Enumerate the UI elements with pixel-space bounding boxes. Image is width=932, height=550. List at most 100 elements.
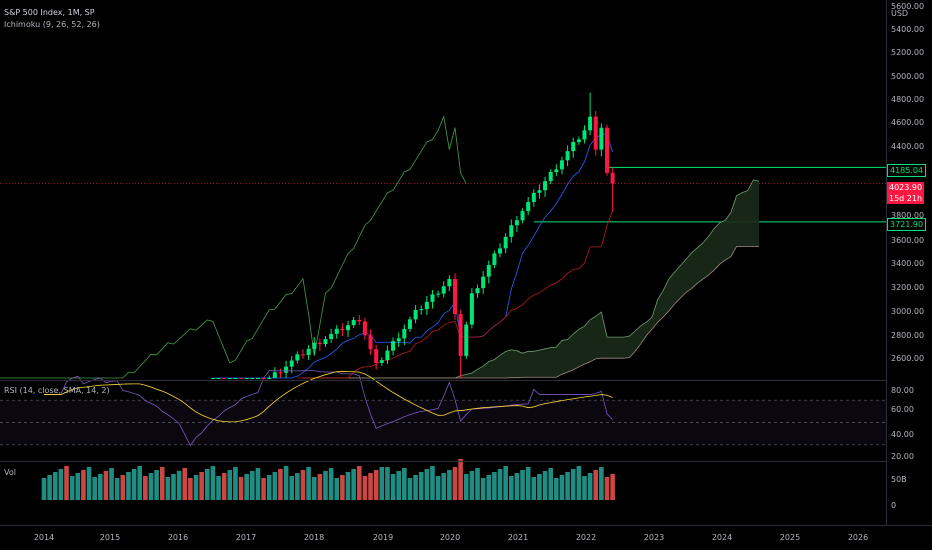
candle-body xyxy=(509,225,514,237)
volume-bar xyxy=(266,475,272,500)
volume-bar xyxy=(548,468,553,500)
ichimoku-span-b xyxy=(302,246,760,379)
candle-body xyxy=(222,378,227,379)
candle-body xyxy=(582,130,587,140)
volume-bar xyxy=(81,470,86,500)
chart-canvas[interactable] xyxy=(0,0,886,525)
candle-body xyxy=(413,309,418,320)
volume-bar xyxy=(52,472,58,500)
volume-bar xyxy=(531,477,537,500)
volume-bar xyxy=(385,467,390,500)
volume-bar xyxy=(610,474,615,500)
time-axis-label: 2019 xyxy=(372,533,394,542)
volume-bar xyxy=(475,468,480,500)
chart-title[interactable]: S&P 500 Index, 1M, SP xyxy=(4,8,95,17)
candle-body xyxy=(391,341,396,351)
candle-body xyxy=(526,202,531,212)
volume-legend[interactable]: Vol xyxy=(4,468,16,477)
volume-bar xyxy=(92,477,97,500)
candle-body xyxy=(571,141,576,152)
price-axis-label: 4600.00 xyxy=(891,118,925,127)
candle-body xyxy=(430,294,435,302)
candle-body xyxy=(554,169,559,172)
time-axis-label: 2021 xyxy=(507,533,529,542)
volume-bar xyxy=(351,469,356,500)
candle-body xyxy=(599,127,604,150)
volume-bar xyxy=(413,475,418,500)
candle-body xyxy=(255,378,260,379)
candle-body xyxy=(407,319,412,329)
ichimoku-legend[interactable]: Ichimoku (9, 26, 52, 26) xyxy=(4,20,100,29)
volume-bar xyxy=(143,476,148,500)
volume-bar xyxy=(137,466,143,500)
price-axis-label: 3400.00 xyxy=(891,259,925,268)
ichimoku-lagging-span xyxy=(0,115,467,379)
price-axis-label: 3800.00 xyxy=(891,211,925,220)
candle-body xyxy=(334,328,339,334)
candle-body xyxy=(317,342,322,345)
volume-bar xyxy=(317,474,323,500)
price-axis[interactable] xyxy=(886,0,932,525)
volume-bar xyxy=(216,476,221,500)
rsi-line xyxy=(44,370,613,447)
pane-divider[interactable] xyxy=(0,461,932,462)
candle-body xyxy=(447,278,452,287)
candle-body xyxy=(605,127,609,173)
candle-body xyxy=(481,276,486,289)
volume-bar xyxy=(86,467,92,500)
time-axis-label: 2017 xyxy=(235,533,257,542)
candle-body xyxy=(514,220,519,226)
volume-bar xyxy=(463,474,469,500)
volume-bar xyxy=(587,473,593,500)
volume-bar xyxy=(238,477,244,500)
price-axis-label: 5000.00 xyxy=(891,72,925,81)
candle-body xyxy=(486,264,491,277)
volume-bar xyxy=(599,467,604,500)
candle-body xyxy=(498,248,503,254)
candle-body xyxy=(593,116,598,150)
volume-bar xyxy=(221,473,227,500)
pane-divider[interactable] xyxy=(0,380,932,381)
volume-bar xyxy=(418,472,424,500)
volume-bar xyxy=(328,468,334,500)
volume-bar xyxy=(176,471,182,500)
volume-bar xyxy=(435,476,441,500)
volume-bar xyxy=(368,473,373,500)
volume-bar xyxy=(604,477,610,500)
volume-bar xyxy=(458,459,463,500)
volume-bar xyxy=(497,469,503,500)
volume-bar xyxy=(441,473,447,500)
volume-bar xyxy=(486,475,492,500)
level-lower-tag: 3721.90 xyxy=(887,218,927,231)
candle-body xyxy=(379,360,384,363)
price-axis-label: 2600.00 xyxy=(891,354,925,363)
volume-bar xyxy=(514,473,520,500)
volume-bar xyxy=(278,469,283,500)
volume-bar xyxy=(272,472,278,500)
volume-bar xyxy=(58,469,64,500)
time-axis-label: 2014 xyxy=(33,533,55,542)
volume-bar xyxy=(109,468,114,500)
price-axis-currency: USD xyxy=(891,9,909,18)
candle-body xyxy=(452,278,457,315)
volume-bar xyxy=(402,468,407,500)
rsi-legend[interactable]: RSI (14, close, SMA, 14, 2) xyxy=(4,386,110,395)
volume-bar xyxy=(452,467,458,500)
volume-bar xyxy=(289,476,295,500)
volume-bar xyxy=(356,466,362,500)
volume-bar xyxy=(227,470,233,500)
candle-body xyxy=(362,321,367,336)
time-axis-label: 2023 xyxy=(643,533,665,542)
volume-bar xyxy=(250,471,255,500)
volume-bar xyxy=(165,477,171,500)
candle-body xyxy=(216,378,221,379)
candle-body xyxy=(312,342,317,349)
price-axis-label: 3600.00 xyxy=(891,236,925,245)
volume-bar xyxy=(199,472,204,500)
candle-body xyxy=(351,319,356,326)
candle-body xyxy=(402,328,407,339)
candle-body xyxy=(543,181,548,191)
volume-bar xyxy=(300,470,306,500)
rsi-ma-line xyxy=(44,370,613,423)
volume-bar xyxy=(159,467,165,500)
